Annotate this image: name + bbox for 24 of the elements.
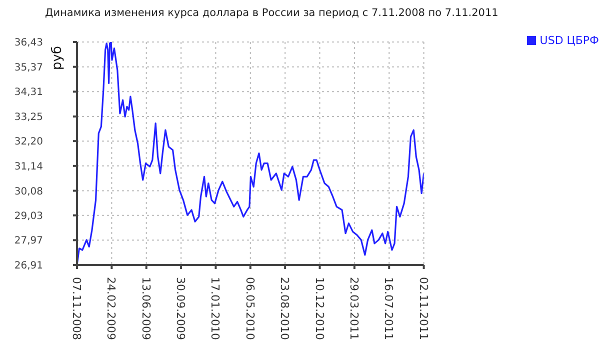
y-tick-label: 32,20 — [14, 136, 43, 148]
x-tick-label: 29.03.2011 — [347, 277, 360, 340]
x-tick-label: 30.09.2009 — [174, 277, 188, 340]
x-tick-label: 23.08.2010 — [278, 277, 292, 340]
x-tick-label: 06.05.2010 — [243, 277, 256, 340]
chart-title: Динамика изменения курса доллара в России за период с 7.11.2008 по 7.11.2011 — [45, 7, 498, 19]
x-tick-label: 16.07.2011 — [382, 277, 396, 340]
x-tick-label: 10.12.2010 — [312, 277, 326, 340]
legend-label: USD ЦБРФ — [540, 34, 599, 47]
x-tick-label: 17.01.2010 — [208, 277, 222, 340]
y-tick-label: 33,25 — [14, 112, 43, 124]
y-tick-label: 31,14 — [14, 161, 43, 172]
y-tick-label: 30,08 — [14, 186, 43, 198]
y-tick-label: 29,03 — [14, 210, 43, 222]
y-tick-label: 27,97 — [14, 236, 43, 247]
y-tick-label: 34,31 — [14, 87, 43, 98]
x-tick-label: 02.11.2011 — [416, 277, 430, 340]
y-tick-label: 36,43 — [14, 38, 43, 49]
x-tick-label: 13.06.2009 — [139, 277, 152, 340]
x-tick-label: 24.02.2009 — [104, 277, 118, 340]
x-tick-label: 07.11.2008 — [70, 277, 83, 340]
y-tick-label: 26,91 — [14, 260, 43, 272]
y-axis-title: руб — [50, 46, 65, 70]
y-tick-label: 35,37 — [14, 62, 43, 74]
